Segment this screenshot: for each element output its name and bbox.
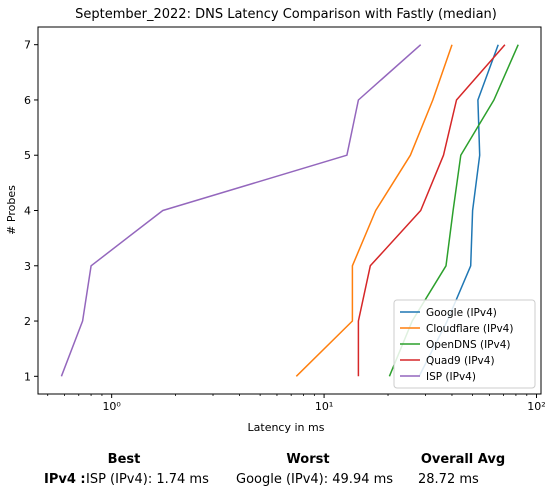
legend: Google (IPv4) Cloudflare (IPv4) OpenDNS (I… bbox=[393, 299, 536, 389]
legend-label: OpenDNS (IPv4) bbox=[426, 339, 511, 351]
legend-box bbox=[393, 299, 536, 389]
x-tick-label: 10⁰ bbox=[102, 400, 121, 413]
y-axis-label: # Probes bbox=[5, 185, 18, 235]
series-lines bbox=[60, 44, 519, 377]
y-tick-label: 6 bbox=[24, 94, 31, 107]
chart-title: September_2022: DNS Latency Comparison w… bbox=[75, 7, 497, 22]
summary-table: Best Worst Overall Avg IPv4 : ISP (IPv4)… bbox=[0, 450, 547, 496]
worst-value: Google (IPv4): 49.94 ms bbox=[236, 472, 394, 487]
latency-chart: September_2022: DNS Latency Comparison w… bbox=[5, 7, 546, 434]
avg-value: 28.72 ms bbox=[418, 472, 479, 487]
avg-header: Overall Avg bbox=[420, 452, 506, 467]
x-tick-label: 10² bbox=[527, 400, 545, 413]
row-label: IPv4 : bbox=[44, 472, 86, 487]
legend-label: Cloudflare (IPv4) bbox=[426, 323, 513, 335]
worst-header: Worst bbox=[286, 452, 330, 467]
x-tick-label: 10¹ bbox=[315, 400, 333, 413]
y-tick-label: 3 bbox=[24, 260, 31, 273]
legend-label: ISP (IPv4) bbox=[426, 371, 476, 383]
series-line bbox=[357, 44, 506, 377]
series-line bbox=[60, 44, 422, 377]
legend-label: Quad9 (IPv4) bbox=[426, 355, 495, 367]
y-tick-label: 4 bbox=[24, 205, 31, 218]
y-tick-label: 5 bbox=[24, 149, 31, 162]
x-axis-label: Latency in ms bbox=[248, 421, 325, 434]
y-tick-label: 2 bbox=[24, 315, 31, 328]
best-header: Best bbox=[107, 452, 141, 467]
series-line bbox=[295, 44, 453, 377]
axis-ticks: 10⁰ 10¹ 10² 1 2 3 4 5 6 7 bbox=[24, 39, 546, 413]
best-value: ISP (IPv4): 1.74 ms bbox=[86, 472, 209, 487]
y-tick-label: 7 bbox=[24, 39, 31, 52]
y-tick-label: 1 bbox=[24, 370, 31, 383]
legend-label: Google (IPv4) bbox=[426, 307, 497, 319]
